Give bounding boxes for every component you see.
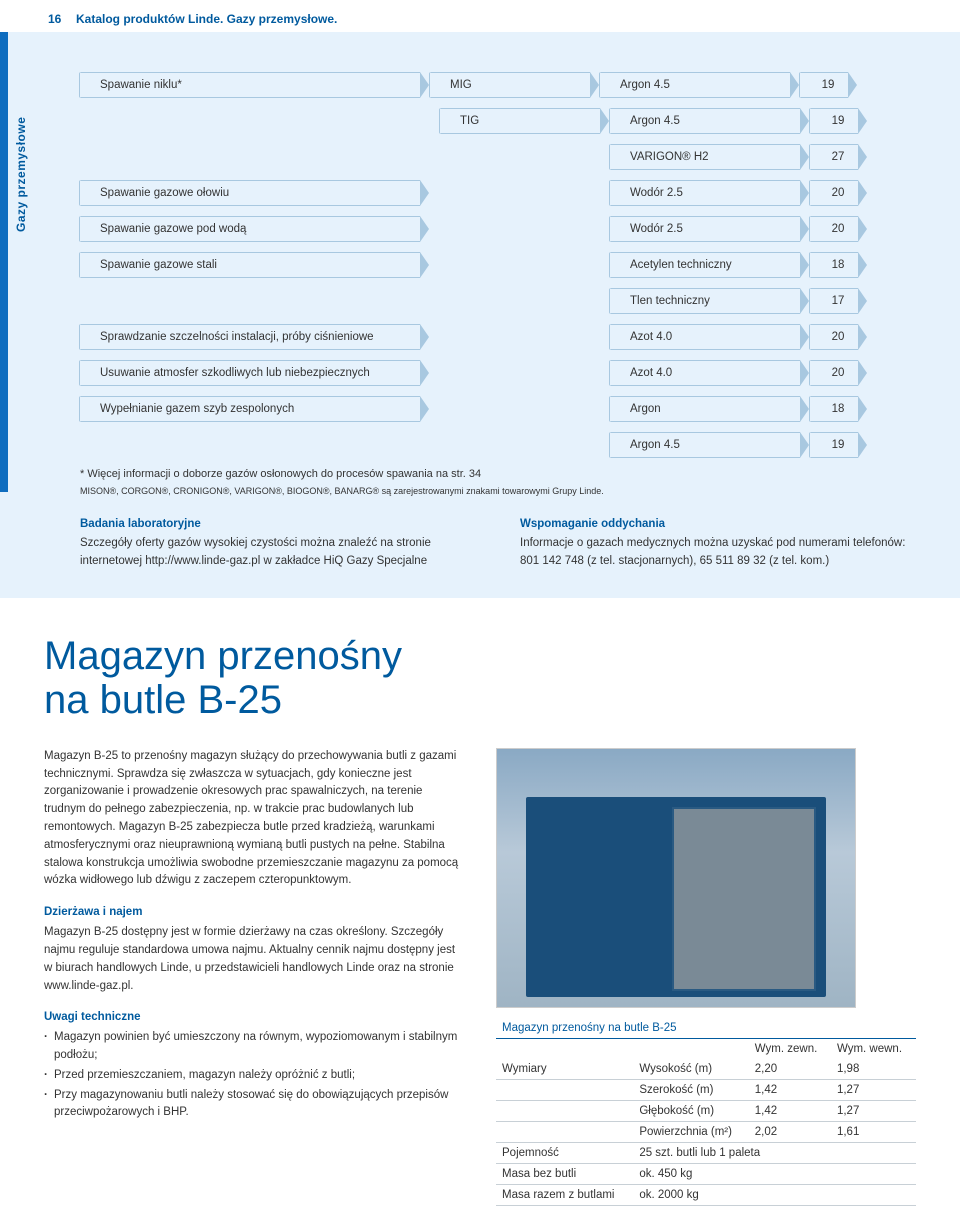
page-chevron: 20 (810, 180, 858, 206)
list-item: Magazyn powinien być umieszczony na równ… (44, 1029, 466, 1065)
process-row: Spawanie gazowe stali Acetylen techniczny… (80, 252, 924, 278)
page-header: 16 Katalog produktów Linde. Gazy przemys… (0, 0, 960, 32)
trademark-note: MISON®, CORGON®, CRONIGON®, VARIGON®, BI… (80, 486, 924, 496)
gas-chevron: Azot 4.0 (610, 324, 800, 350)
process-row: Spawanie gazowe pod wodą Wodór 2.5 20 (80, 216, 924, 242)
process-row: Wypełnianie gazem szyb zespolonych Argon 1… (80, 396, 924, 422)
breathing-heading: Wspomaganie oddychania (520, 516, 924, 533)
article-paragraph: Magazyn B-25 to przenośny magazyn służąc… (44, 748, 466, 891)
process-row: Spawanie gazowe ołowiu Wodór 2.5 20 (80, 180, 924, 206)
gas-chevron: Argon 4.5 (610, 108, 800, 134)
page-chevron: 18 (810, 396, 858, 422)
process-row: Spawanie niklu* MIG Argon 4.5 19 (80, 72, 924, 98)
gas-chevron: Wodór 2.5 (610, 180, 800, 206)
tech-notes-heading: Uwagi techniczne (44, 1009, 466, 1027)
process-chevron: Spawanie gazowe ołowiu (80, 180, 420, 206)
process-chevron: Wypełnianie gazem szyb zespolonych (80, 396, 420, 422)
page-chevron: 27 (810, 144, 858, 170)
rental-heading: Dzierżawa i najem (44, 904, 466, 922)
rental-text: Magazyn B-25 dostępny jest w formie dzie… (44, 924, 466, 995)
gas-chevron: Azot 4.0 (610, 360, 800, 386)
side-accent-bar (0, 32, 8, 492)
spec-table: Magazyn przenośny na butle B-25 Wym. zew… (496, 1018, 916, 1206)
side-category-label: Gazy przemysłowe (14, 117, 28, 232)
process-chevron: Spawanie gazowe stali (80, 252, 420, 278)
product-photo (496, 748, 856, 1008)
gas-chevron: Acetylen techniczny (610, 252, 800, 278)
process-row: VARIGON® H2 27 (80, 144, 924, 170)
process-row: Argon 4.5 19 (80, 432, 924, 458)
process-row: Tlen techniczny 17 (80, 288, 924, 314)
page-chevron: 18 (810, 252, 858, 278)
process-chevron: Spawanie gazowe pod wodą (80, 216, 420, 242)
lab-research-text: Szczegóły oferty gazów wysokiej czystośc… (80, 535, 484, 570)
tech-notes-list: Magazyn powinien być umieszczony na równ… (44, 1029, 466, 1122)
process-row: TIG Argon 4.5 19 (80, 108, 924, 134)
col-int: Wym. wewn. (831, 1038, 916, 1059)
gas-chevron: Argon 4.5 (600, 72, 790, 98)
list-item: Przed przemieszczaniem, magazyn należy o… (44, 1067, 466, 1085)
gas-chevron: Argon (610, 396, 800, 422)
page-chevron: 19 (800, 72, 848, 98)
process-chevron: Spawanie niklu* (80, 72, 420, 98)
process-row: Usuwanie atmosfer szkodliwych lub niebez… (80, 360, 924, 386)
gas-chevron: Wodór 2.5 (610, 216, 800, 242)
page-chevron: 20 (810, 324, 858, 350)
dim-label: Wymiary (496, 1059, 633, 1080)
process-chevron: Sprawdzanie szczelności instalacji, prób… (80, 324, 420, 350)
gas-chevron: Tlen techniczny (610, 288, 800, 314)
page-chevron: 19 (810, 432, 858, 458)
article-title: Magazyn przenośnyna butle B-25 (44, 634, 916, 722)
list-item: Przy magazynowaniu butli należy stosować… (44, 1087, 466, 1123)
breathing-text: Informacje o gazach medycznych można uzy… (520, 535, 924, 570)
gas-selection-panel: Gazy przemysłowe Spawanie niklu* MIG Argon… (0, 32, 960, 598)
process-row: Sprawdzanie szczelności instalacji, prób… (80, 324, 924, 350)
method-chevron: TIG (440, 108, 600, 134)
footnote: * Więcej informacji o doborze gazów osło… (80, 468, 924, 480)
page-chevron: 20 (810, 360, 858, 386)
spec-caption: Magazyn przenośny na butle B-25 (496, 1018, 916, 1039)
gas-chevron: VARIGON® H2 (610, 144, 800, 170)
page-chevron: 20 (810, 216, 858, 242)
page-chevron: 17 (810, 288, 858, 314)
page-chevron: 19 (810, 108, 858, 134)
process-chevron: Usuwanie atmosfer szkodliwych lub niebez… (80, 360, 420, 386)
page-number: 16 (48, 12, 76, 26)
method-chevron: MIG (430, 72, 590, 98)
lab-research-heading: Badania laboratoryjne (80, 516, 484, 533)
col-ext: Wym. zewn. (749, 1038, 831, 1059)
gas-chevron: Argon 4.5 (610, 432, 800, 458)
page-title: Katalog produktów Linde. Gazy przemysłow… (76, 12, 337, 26)
